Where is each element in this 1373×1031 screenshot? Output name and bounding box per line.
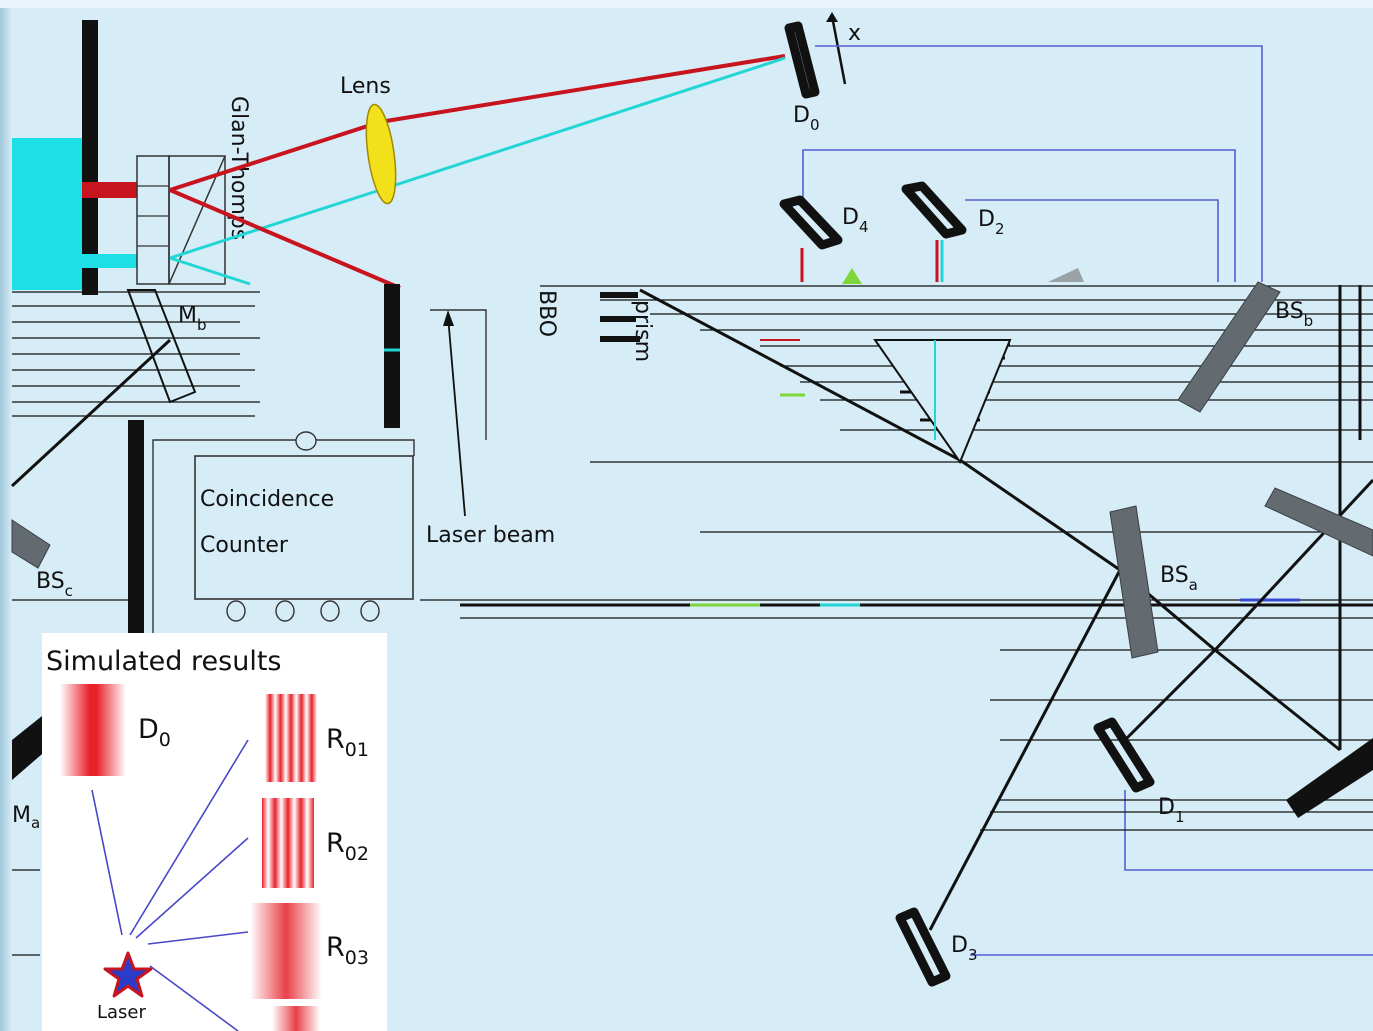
laser-housing-bar bbox=[82, 20, 98, 295]
laser-bracket bbox=[430, 309, 487, 440]
bsb-label: BSb bbox=[1275, 299, 1313, 330]
inset-line-d0 bbox=[91, 789, 123, 936]
beam-to-d3 bbox=[928, 569, 1122, 931]
signal-beam-lower bbox=[169, 188, 401, 290]
inset-title: Simulated results bbox=[46, 646, 281, 677]
x-axis-arrow bbox=[830, 15, 847, 85]
detector-d1 bbox=[1093, 717, 1155, 793]
detector-d3 bbox=[895, 907, 951, 987]
inset-laser-label: Laser bbox=[97, 1002, 147, 1023]
inset-r03-label: R03 bbox=[326, 932, 369, 969]
bsc-label: BSc bbox=[36, 569, 73, 600]
laser-beam-arrowhead bbox=[443, 310, 454, 326]
beam-to-bsc bbox=[10, 338, 172, 488]
lens-label: Lens bbox=[340, 74, 391, 99]
vertical-post bbox=[128, 420, 144, 640]
coincidence-counter-box bbox=[194, 455, 414, 600]
beamsplitter-right-fragment bbox=[1264, 487, 1373, 557]
beamsplitter-bsc bbox=[11, 519, 51, 569]
detector-d2 bbox=[901, 181, 967, 239]
inset-r03-pattern bbox=[250, 903, 322, 999]
laser-red-output bbox=[82, 182, 138, 198]
bbo-label: BBO bbox=[534, 290, 559, 337]
d2-label: D2 bbox=[978, 207, 1005, 238]
d4-label: D4 bbox=[842, 205, 869, 236]
beamsplitter-bsa bbox=[1109, 505, 1159, 659]
marker-grey bbox=[1048, 268, 1084, 282]
inset-d0-label: D0 bbox=[138, 714, 171, 751]
inset-d0-pattern bbox=[60, 684, 126, 776]
laser-cyan-output bbox=[82, 254, 138, 268]
d1-label: D1 bbox=[1158, 795, 1185, 826]
inset-r02-pattern bbox=[262, 798, 314, 888]
coincidence-wire bbox=[152, 439, 415, 640]
mirror-mb bbox=[126, 289, 197, 404]
laser-mirror-bar bbox=[384, 284, 400, 428]
laser-source-block bbox=[12, 138, 82, 290]
wire-d2 bbox=[965, 199, 1219, 282]
coincidence-label-line1: Coincidence bbox=[200, 487, 334, 512]
coincidence-label-line2: Counter bbox=[200, 533, 289, 558]
counter-connectors-bottom bbox=[226, 600, 380, 622]
bsa-label: BSa bbox=[1160, 563, 1198, 594]
mb-label: Mb bbox=[178, 303, 207, 334]
inset-line-r01 bbox=[129, 739, 249, 936]
top-edge bbox=[0, 0, 1373, 8]
lens bbox=[365, 103, 397, 205]
detector-d0 bbox=[784, 21, 820, 99]
prism-triangle bbox=[873, 339, 1012, 465]
d3-label: D3 bbox=[951, 933, 978, 964]
inset-r02-label: R02 bbox=[326, 828, 369, 865]
laser-star-icon bbox=[103, 951, 153, 998]
prism-label: prism bbox=[630, 300, 655, 362]
beam-to-d1 bbox=[1123, 648, 1217, 742]
inset-r04-pattern-partial bbox=[272, 1006, 320, 1031]
inset-line-r02 bbox=[135, 837, 249, 939]
wire-d0 bbox=[815, 45, 1263, 282]
beam-to-right bbox=[1213, 478, 1373, 652]
detector-d4 bbox=[779, 195, 843, 250]
idler-beam-lower bbox=[169, 256, 251, 286]
d0-label: D0 bbox=[793, 103, 820, 134]
noise-color-flecks bbox=[690, 339, 1300, 607]
ma-label: Ma bbox=[12, 803, 40, 832]
counter-connector-top bbox=[295, 431, 317, 451]
wire-d1 bbox=[1124, 790, 1373, 871]
marker-green bbox=[842, 268, 862, 284]
inset-r01-pattern bbox=[265, 694, 317, 782]
left-edge-shade bbox=[0, 0, 12, 1031]
beamsplitter-bsb bbox=[1177, 281, 1281, 413]
x-axis-label: x bbox=[848, 21, 861, 46]
inset-line-r04 bbox=[149, 965, 239, 1031]
inset-line-r03 bbox=[147, 931, 249, 945]
wire-d4 bbox=[802, 149, 1236, 282]
glan-thompson-prism bbox=[136, 155, 226, 285]
simulated-results-panel: Simulated results D0 R01 R02 R03 Laser bbox=[42, 633, 387, 1031]
inset-r01-label: R01 bbox=[326, 724, 369, 761]
laser-beam-label: Laser beam bbox=[426, 523, 555, 548]
bbo-crystal-stack bbox=[600, 292, 640, 342]
mirror-bottom-right bbox=[1286, 738, 1373, 818]
laser-beam-arrow bbox=[447, 315, 466, 517]
x-axis-arrowhead bbox=[826, 12, 838, 22]
